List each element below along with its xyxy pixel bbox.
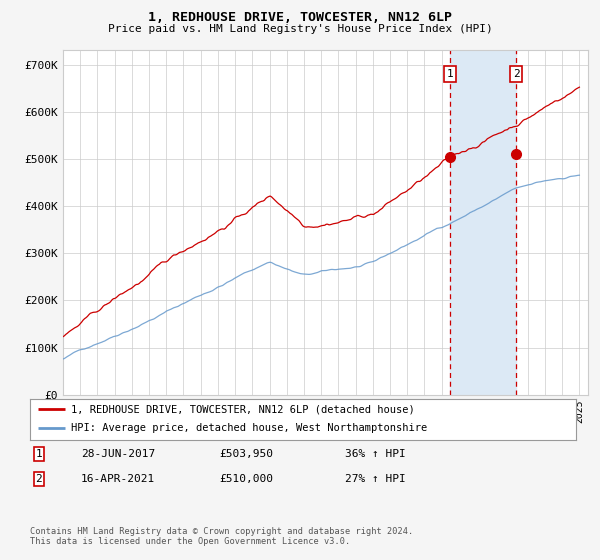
Text: 2: 2 [513, 69, 520, 79]
Text: £503,950: £503,950 [219, 449, 273, 459]
Text: 16-APR-2021: 16-APR-2021 [81, 474, 155, 484]
Text: 1, REDHOUSE DRIVE, TOWCESTER, NN12 6LP: 1, REDHOUSE DRIVE, TOWCESTER, NN12 6LP [148, 11, 452, 24]
Bar [450, 50, 516, 395]
Text: 27% ↑ HPI: 27% ↑ HPI [345, 474, 406, 484]
Text: 28-JUN-2017: 28-JUN-2017 [81, 449, 155, 459]
Text: HPI: Average price, detached house, West Northamptonshire: HPI: Average price, detached house, West… [71, 423, 427, 433]
Text: Price paid vs. HM Land Registry's House Price Index (HPI): Price paid vs. HM Land Registry's House … [107, 24, 493, 34]
Text: 36% ↑ HPI: 36% ↑ HPI [345, 449, 406, 459]
Text: 2: 2 [35, 474, 43, 484]
Text: £510,000: £510,000 [219, 474, 273, 484]
Text: 1: 1 [35, 449, 43, 459]
Text: 1, REDHOUSE DRIVE, TOWCESTER, NN12 6LP (detached house): 1, REDHOUSE DRIVE, TOWCESTER, NN12 6LP (… [71, 404, 415, 414]
Text: 1: 1 [447, 69, 454, 79]
Text: Contains HM Land Registry data © Crown copyright and database right 2024.
This d: Contains HM Land Registry data © Crown c… [30, 526, 413, 546]
